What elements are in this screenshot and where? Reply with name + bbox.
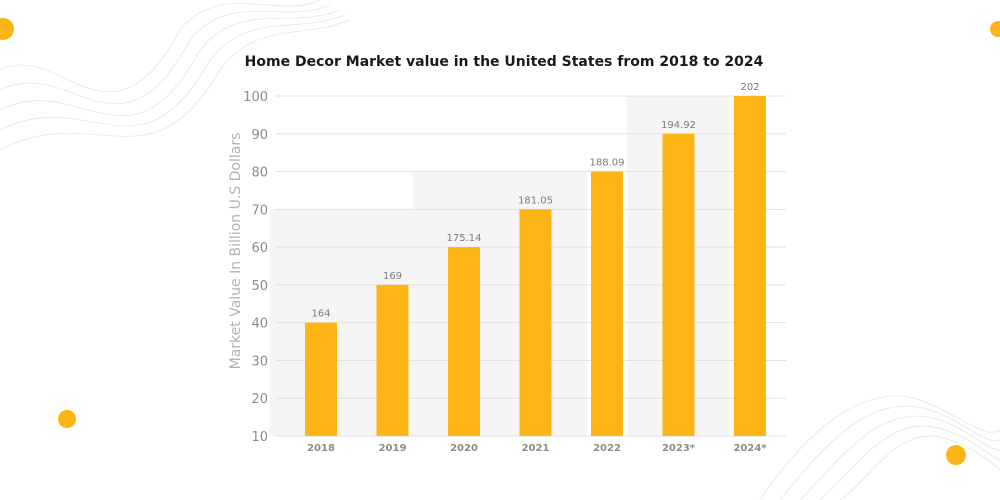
bar — [591, 171, 623, 437]
decor-dot — [58, 410, 76, 428]
decor-dot — [0, 18, 14, 40]
y-axis-label: Market Value In Billion U.S Dollars — [228, 133, 244, 370]
y-tick-label: 70 — [251, 203, 268, 218]
bar — [519, 209, 552, 436]
y-tick-label: 20 — [251, 392, 268, 407]
x-tick-label: 2020 — [450, 443, 478, 454]
bar — [448, 247, 480, 436]
data-labels: 164 169 175.14 181.05 188.09 194.92 202 — [311, 82, 759, 320]
y-tick-label: 40 — [251, 317, 268, 332]
data-label: 202 — [740, 82, 759, 93]
y-tick-label: 60 — [251, 241, 268, 256]
bars — [305, 96, 766, 437]
y-tick-label: 90 — [251, 128, 268, 143]
decor-dot — [990, 21, 1000, 37]
bar — [305, 322, 337, 436]
background-bands — [269, 96, 730, 437]
x-tick-label: 2024* — [733, 443, 767, 454]
data-label: 169 — [383, 271, 402, 282]
y-tick-label: 10 — [251, 430, 268, 445]
data-label: 164 — [311, 309, 330, 320]
data-label: 194.92 — [661, 120, 696, 131]
y-tick-label: 100 — [243, 90, 268, 105]
y-tick-label: 30 — [251, 354, 268, 369]
chart-title: Home Decor Market value in the United St… — [245, 54, 764, 70]
x-tick-label: 2023* — [662, 443, 696, 454]
y-tick-label: 80 — [251, 166, 268, 181]
data-label: 181.05 — [518, 195, 553, 206]
y-tick-label: 50 — [251, 279, 268, 294]
x-tick-label: 2021 — [522, 443, 550, 454]
data-label: 175.14 — [447, 233, 482, 244]
data-label: 188.09 — [590, 158, 625, 169]
x-tick-label: 2022 — [593, 443, 621, 454]
bar — [376, 284, 409, 436]
x-tick-label: 2019 — [379, 443, 407, 454]
y-axis-ticks: 10 20 30 40 50 60 70 80 90 100 — [243, 90, 268, 445]
bar — [662, 133, 695, 436]
bar — [734, 96, 766, 436]
x-tick-label: 2018 — [307, 443, 335, 454]
decor-dot — [946, 445, 966, 465]
x-axis-ticks: 2018 2019 2020 2021 2022 2023* 2024* — [307, 443, 767, 454]
